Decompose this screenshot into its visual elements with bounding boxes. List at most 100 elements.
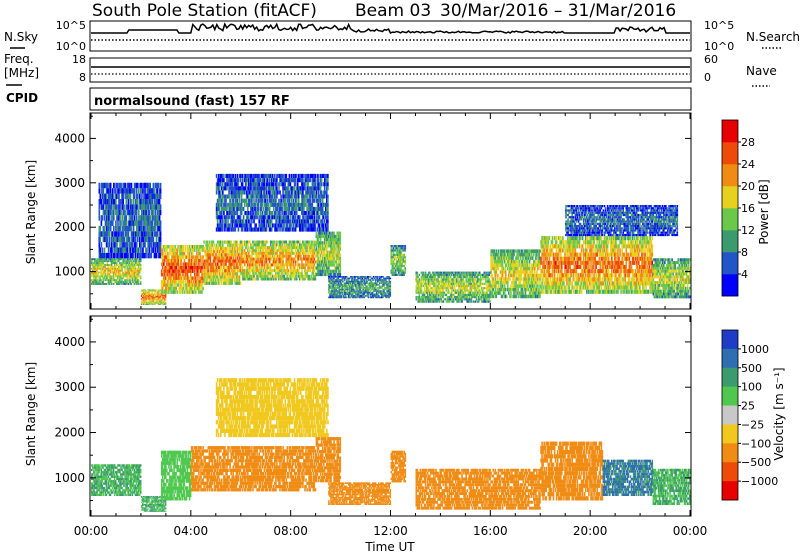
power-echo-cell — [137, 199, 139, 204]
power-echo-cell — [282, 252, 284, 255]
power-echo-cell — [222, 228, 224, 232]
power-echo-cell — [332, 279, 334, 281]
power-echo-cell — [329, 232, 331, 235]
power-echo-cell — [280, 199, 282, 203]
power-echo-cell — [309, 195, 311, 199]
power-echo-cell — [312, 215, 314, 219]
power-echo-cell — [333, 232, 335, 235]
freq-label-line2: [MHz] — [4, 66, 39, 80]
power-echo-cell — [113, 277, 115, 279]
power-echo-cell — [108, 248, 110, 253]
power-echo-cell — [206, 279, 208, 282]
power-echo-cell — [117, 221, 119, 226]
power-echo-cell — [306, 272, 308, 275]
power-echo-cell — [160, 237, 162, 242]
power-echo-cell — [318, 238, 320, 241]
power-echo-cell — [324, 251, 326, 254]
power-echo-cell — [162, 248, 164, 252]
power-echo-cell — [284, 199, 286, 203]
power-echo-cell — [91, 275, 93, 277]
power-echo-cell — [115, 199, 117, 204]
power-echo-cell — [328, 289, 330, 291]
power-echo-cell — [218, 263, 220, 266]
power-echo-cell — [124, 268, 126, 270]
power-echo-cell — [135, 266, 137, 268]
power-echo-cell — [101, 242, 103, 247]
power-echo-cell — [281, 243, 283, 246]
power-echo-cell — [359, 294, 361, 296]
power-echo-cell — [272, 255, 274, 258]
power-echo-cell — [111, 264, 113, 266]
power-echo-cell — [370, 295, 372, 297]
power-echo-cell — [174, 290, 176, 294]
power-echo-cell — [290, 182, 292, 186]
power-echo-cell — [165, 280, 167, 284]
power-echo-cell — [318, 254, 320, 257]
power-echo-cell — [293, 261, 295, 264]
power-echo-cell — [125, 210, 127, 215]
power-echo-cell — [113, 274, 115, 276]
power-echo-cell — [113, 275, 115, 277]
power-echo-cell — [327, 174, 329, 178]
power-echo-cell — [340, 232, 342, 235]
power-echo-cell — [181, 259, 183, 263]
power-echo-cell — [216, 244, 218, 247]
power-echo-cell — [355, 286, 357, 288]
power-echo-cell — [362, 286, 364, 288]
power-echo-cell — [128, 262, 130, 264]
power-echo-cell — [224, 266, 226, 269]
power-echo-cell — [327, 207, 329, 211]
power-echo-cell — [343, 295, 345, 297]
power-echo-cell — [346, 276, 348, 278]
power-echo-cell — [262, 266, 264, 269]
power-echo-cell — [324, 267, 326, 270]
power-echo-cell — [265, 278, 267, 281]
power-echo-cell — [226, 282, 228, 285]
power-echo-cell — [277, 228, 279, 232]
power-echo-cell — [130, 279, 132, 281]
power-echo-cell — [126, 215, 128, 220]
power-echo-cell — [354, 282, 356, 284]
power-echo-cell — [307, 219, 309, 223]
power-echo-cell — [99, 281, 101, 283]
power-echo-cell — [243, 219, 245, 223]
power-echo-cell — [322, 244, 324, 247]
power-echo-cell — [161, 245, 163, 249]
power-echo-cell — [272, 174, 274, 178]
power-echo-cell — [145, 253, 147, 258]
power-echo-cell — [267, 241, 269, 244]
power-echo-cell — [138, 281, 140, 283]
power-echo-cell — [167, 252, 169, 256]
power-echo-cell — [216, 266, 218, 269]
power-echo-cell — [102, 248, 104, 253]
power-echo-cell — [225, 263, 227, 266]
power-echo-cell — [122, 231, 124, 236]
power-echo-cell — [185, 280, 187, 284]
power-echo-cell — [252, 241, 254, 244]
power-echo-cell — [352, 287, 354, 289]
power-echo-cell — [176, 252, 178, 256]
power-echo-cell — [137, 237, 139, 242]
power-echo-cell — [229, 223, 231, 227]
power-echo-cell — [151, 293, 153, 294]
power-echo-cell — [295, 249, 297, 252]
power-echo-cell — [322, 199, 324, 203]
power-echo-cell — [160, 194, 162, 199]
power-echo-cell — [143, 303, 145, 304]
power-echo-cell — [217, 211, 219, 215]
power-echo-cell — [130, 194, 132, 199]
power-echo-cell — [278, 272, 280, 275]
power-echo-cell — [276, 186, 278, 190]
power-echo-cell — [321, 263, 323, 266]
power-echo-cell — [164, 273, 166, 277]
power-echo-cell — [283, 266, 285, 269]
power-echo-cell — [190, 273, 192, 277]
power-echo-cell — [270, 255, 272, 258]
power-echo-cell — [146, 294, 148, 295]
power-echo-cell — [306, 249, 308, 252]
power-echo-cell — [256, 215, 258, 219]
power-echo-cell — [278, 263, 280, 266]
power-echo-cell — [182, 290, 184, 294]
power-echo-cell — [275, 278, 277, 281]
